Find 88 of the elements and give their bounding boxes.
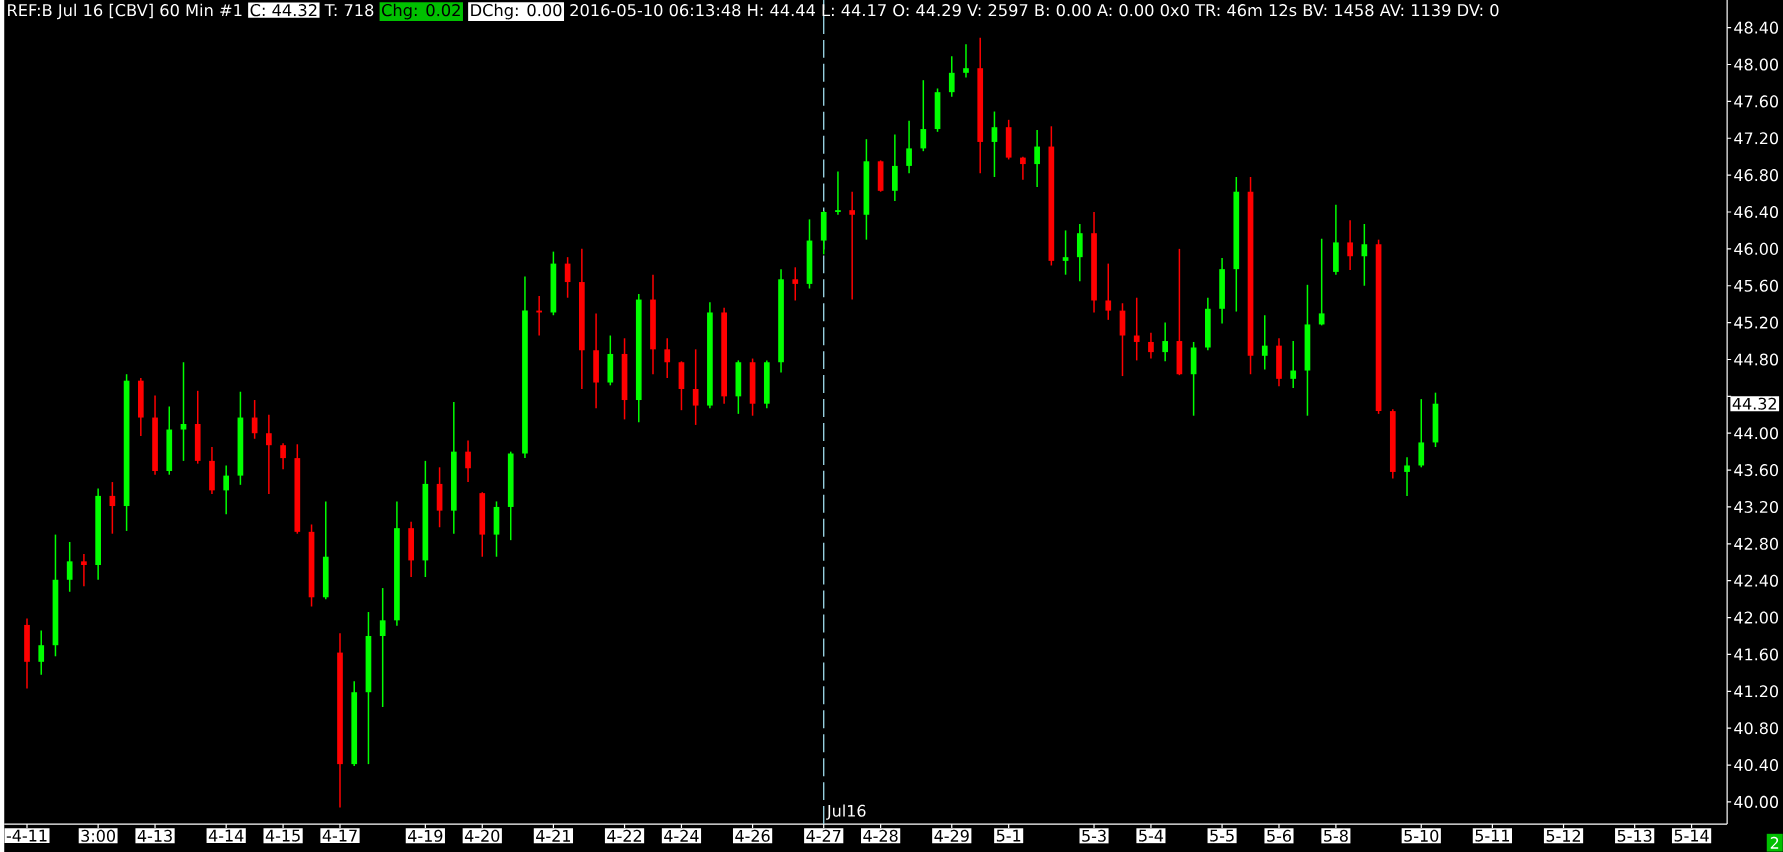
x-tick-label: 4-20: [464, 829, 500, 842]
y-tick-label: 45.60: [1734, 279, 1779, 292]
annotation: Chg: 0.02: [382, 3, 460, 20]
y-tick-label: 44.80: [1734, 353, 1779, 366]
candlestick: [1133, 296, 1140, 362]
x-tick-label: 5-10: [1404, 829, 1439, 842]
x-tick-label: 4-14: [208, 829, 244, 842]
x-tick-label: 4-24: [664, 829, 699, 842]
x-tick-label: 5-12: [1546, 829, 1581, 842]
candlestick: [1076, 223, 1083, 282]
y-tick-label: 40.80: [1734, 722, 1779, 735]
x-tick-label: 5-11: [1475, 829, 1510, 842]
y-tick-label: 41.20: [1734, 685, 1779, 698]
x-tick-label: 4-19: [408, 829, 443, 842]
y-tick-label: 42.80: [1734, 537, 1779, 550]
candlestick: [835, 170, 841, 216]
x-tick-label: 5-6: [1267, 829, 1292, 842]
candlestick: [1347, 219, 1353, 271]
x-tick-label: 4-17: [322, 829, 357, 842]
chart-title: REF:B Jul 16 [CBV] 60 Min #1: [8, 3, 242, 20]
candlestick: [792, 266, 799, 302]
candlestick: [223, 464, 230, 516]
candlestick: [1162, 321, 1169, 363]
y-tick-label: 47.60: [1734, 95, 1779, 108]
candlestick: [66, 541, 73, 593]
candlestick: [692, 348, 699, 426]
candlestick: [1034, 129, 1040, 188]
x-tick-label: -4-11: [6, 829, 47, 842]
x-tick-label: 4-21: [536, 829, 571, 842]
y-tick-label: 43.20: [1734, 500, 1779, 514]
x-tick-label: 4-29: [934, 829, 969, 842]
x-tick-label: 3:00: [81, 829, 115, 842]
y-tick-label: 40.00: [1734, 795, 1779, 808]
x-tick-label: 5-5: [1210, 829, 1234, 842]
y-tick-label: 41.60: [1734, 648, 1779, 661]
candlestick: [920, 79, 927, 152]
y-tick-label: 42.00: [1734, 611, 1779, 624]
candlestick: [1418, 398, 1425, 469]
x-tick-label: 5-1: [996, 829, 1021, 842]
candlestick: [81, 553, 87, 587]
y-tick-label: 47.20: [1734, 132, 1779, 145]
x-tick-label: 4-26: [735, 829, 770, 842]
candlestick: [1261, 314, 1268, 371]
x-tick-label: 5-4: [1139, 829, 1164, 842]
candlestick: [1290, 340, 1297, 389]
annotation: 2016-05-10 06:13:48 H: 44.44 L: 44.17 O: 44.29 V: 2597 B: 0.00 A: 0.00 0x0 TR: 46m 12s BV: 1458 AV: 1139 DV: 0: [570, 4, 1499, 17]
x-tick-label: 4-13: [137, 829, 172, 842]
candlestick: [280, 442, 286, 470]
annotation: DChg: 0.00: [471, 3, 562, 20]
y-tick-label: 48.00: [1734, 58, 1779, 71]
candlestick: [180, 361, 187, 462]
candlestick: [849, 190, 856, 301]
y-tick-label: 43.60: [1734, 464, 1779, 477]
x-tick-label: 4-15: [265, 829, 300, 842]
candlestick: [38, 629, 45, 676]
candlestick: [1105, 262, 1112, 321]
x-tick-label: 4-28: [863, 829, 898, 842]
annotation: T: 718: [324, 4, 374, 17]
x-tick-label: 5-14: [1674, 829, 1709, 842]
y-tick-label: 48.40: [1734, 21, 1779, 34]
annotation: C: 44.32: [250, 4, 317, 17]
candlestick: [266, 414, 272, 495]
text: 44.32: [1732, 397, 1776, 410]
candlestick: [963, 43, 969, 79]
y-tick-label: 46.00: [1734, 242, 1779, 255]
candlestick: [1148, 332, 1154, 360]
y-tick-label: 40.40: [1734, 759, 1779, 772]
candlestick: [1020, 155, 1026, 181]
candlestick: [379, 587, 386, 708]
y-tick-label: 45.20: [1734, 316, 1779, 329]
candlestick: [948, 55, 955, 98]
x-tick-label: 5-8: [1324, 829, 1348, 842]
candlestick: [1318, 238, 1325, 327]
candlestick: [1404, 456, 1410, 497]
x-tick-label: 4-27: [806, 829, 841, 842]
candlestick: [465, 439, 471, 483]
ref-line-label: Jul16: [826, 804, 866, 820]
y-tick-label: 42.40: [1734, 574, 1779, 587]
y-tick-label: 46.40: [1734, 205, 1779, 219]
y-tick-label: 44.00: [1734, 427, 1779, 440]
candlestick: [1062, 229, 1069, 276]
x-tick-label: 5-3: [1082, 829, 1106, 842]
x-tick-label: 5-13: [1617, 829, 1652, 842]
candlestick: [664, 337, 671, 379]
candlestick: [906, 120, 912, 175]
x-tick-label: 4-22: [607, 829, 642, 842]
y-tick-label: 46.80: [1734, 169, 1779, 182]
text: 2: [1770, 836, 1779, 849]
